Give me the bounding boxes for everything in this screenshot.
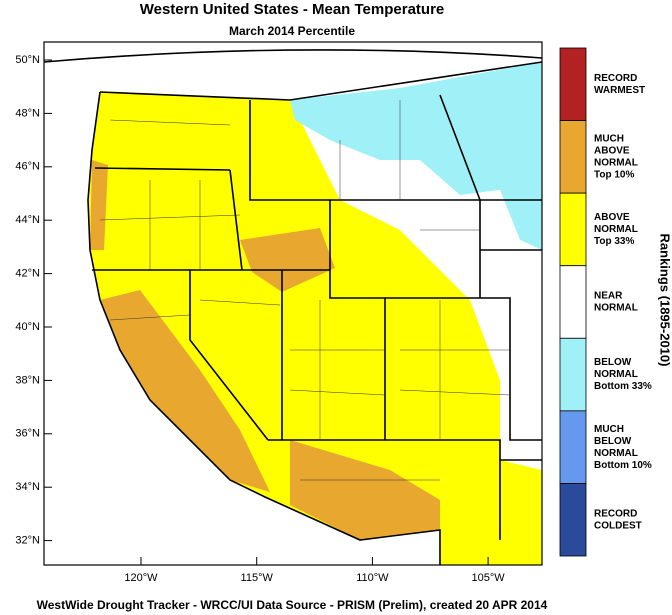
lon-label: 115°W [241, 572, 274, 584]
legend-swatch [559, 120, 587, 194]
legend-label: RECORD [594, 508, 637, 519]
lat-label: 38°N [15, 374, 40, 386]
lat-label: 32°N [15, 535, 40, 547]
legend-title: Rankings (1895-2010) [658, 234, 672, 367]
legend-label: Top 33% [594, 236, 634, 247]
legend-label: BELOW [594, 436, 632, 447]
lat-label: 46°N [15, 161, 40, 173]
lat-label: 44°N [15, 214, 40, 226]
legend-label: Bottom 33% [594, 381, 652, 392]
title: Western United States - Mean Temperature [140, 1, 445, 18]
legend-label: NORMAL [594, 157, 638, 168]
legend-label: NORMAL [594, 303, 638, 314]
map [43, 41, 543, 566]
axis-ticks: 50°N 48°N 46°N 44°N 42°N 40°N 38°N 36°N 34°N 32°N… [15, 54, 505, 584]
legend-label: ABOVE [594, 212, 630, 223]
legend-label: MUCH [594, 424, 624, 435]
lat-label: 48°N [15, 107, 40, 119]
legend-label: ABOVE [594, 145, 630, 156]
legend-label: RECORD [594, 73, 637, 84]
lat-label: 40°N [15, 321, 40, 333]
lon-label: 110°W [356, 572, 389, 584]
lon-label: 120°W [124, 572, 158, 584]
legend-swatch [559, 192, 587, 267]
lat-label: 50°N [15, 54, 40, 66]
legend-label: COLDEST [594, 520, 642, 531]
legend-label: Bottom 10% [594, 460, 652, 471]
lat-label: 36°N [15, 428, 40, 440]
legend-label: MUCH [594, 133, 624, 144]
legend-swatch [559, 265, 587, 339]
legend-label: NEAR [594, 291, 623, 302]
legend-label: NORMAL [594, 448, 638, 459]
subtitle: March 2014 Percentile [229, 24, 355, 38]
lon-label: 105°W [472, 572, 506, 584]
legend-label: NORMAL [594, 369, 638, 380]
legend-swatch [559, 410, 587, 484]
legend-swatch [559, 47, 587, 121]
legend-swatch [559, 483, 587, 557]
legend-label: Top 10% [594, 169, 634, 180]
lat-label: 34°N [15, 481, 40, 493]
legend-label: BELOW [594, 357, 632, 368]
legend-label: WARMEST [594, 85, 645, 96]
legend-swatch [559, 337, 587, 412]
footer: WestWide Drought Tracker - WRCC/UI Data … [37, 598, 548, 612]
legend-label: NORMAL [594, 224, 638, 235]
lat-label: 42°N [15, 268, 40, 280]
